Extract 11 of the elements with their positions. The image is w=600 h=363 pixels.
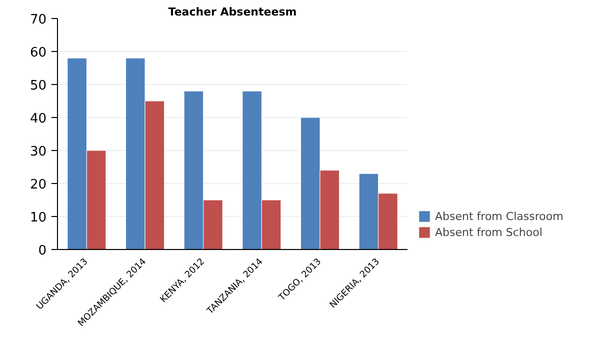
legend-label: Absent from School <box>435 226 542 238</box>
y-tick-label: 30 <box>30 144 47 160</box>
y-tick-label: 20 <box>30 178 47 192</box>
y-tick-label: 50 <box>30 78 47 94</box>
chart-title: Teacher Absenteesm <box>168 6 297 18</box>
y-tick-label: 70 <box>30 12 47 28</box>
legend-label: Absent from Classroom <box>435 210 564 222</box>
y-tick-label: 10 <box>30 210 47 226</box>
y-tick-label: 40 <box>30 112 47 126</box>
y-tick-label: 60 <box>30 46 47 60</box>
y-tick-label: 0 <box>38 244 47 258</box>
